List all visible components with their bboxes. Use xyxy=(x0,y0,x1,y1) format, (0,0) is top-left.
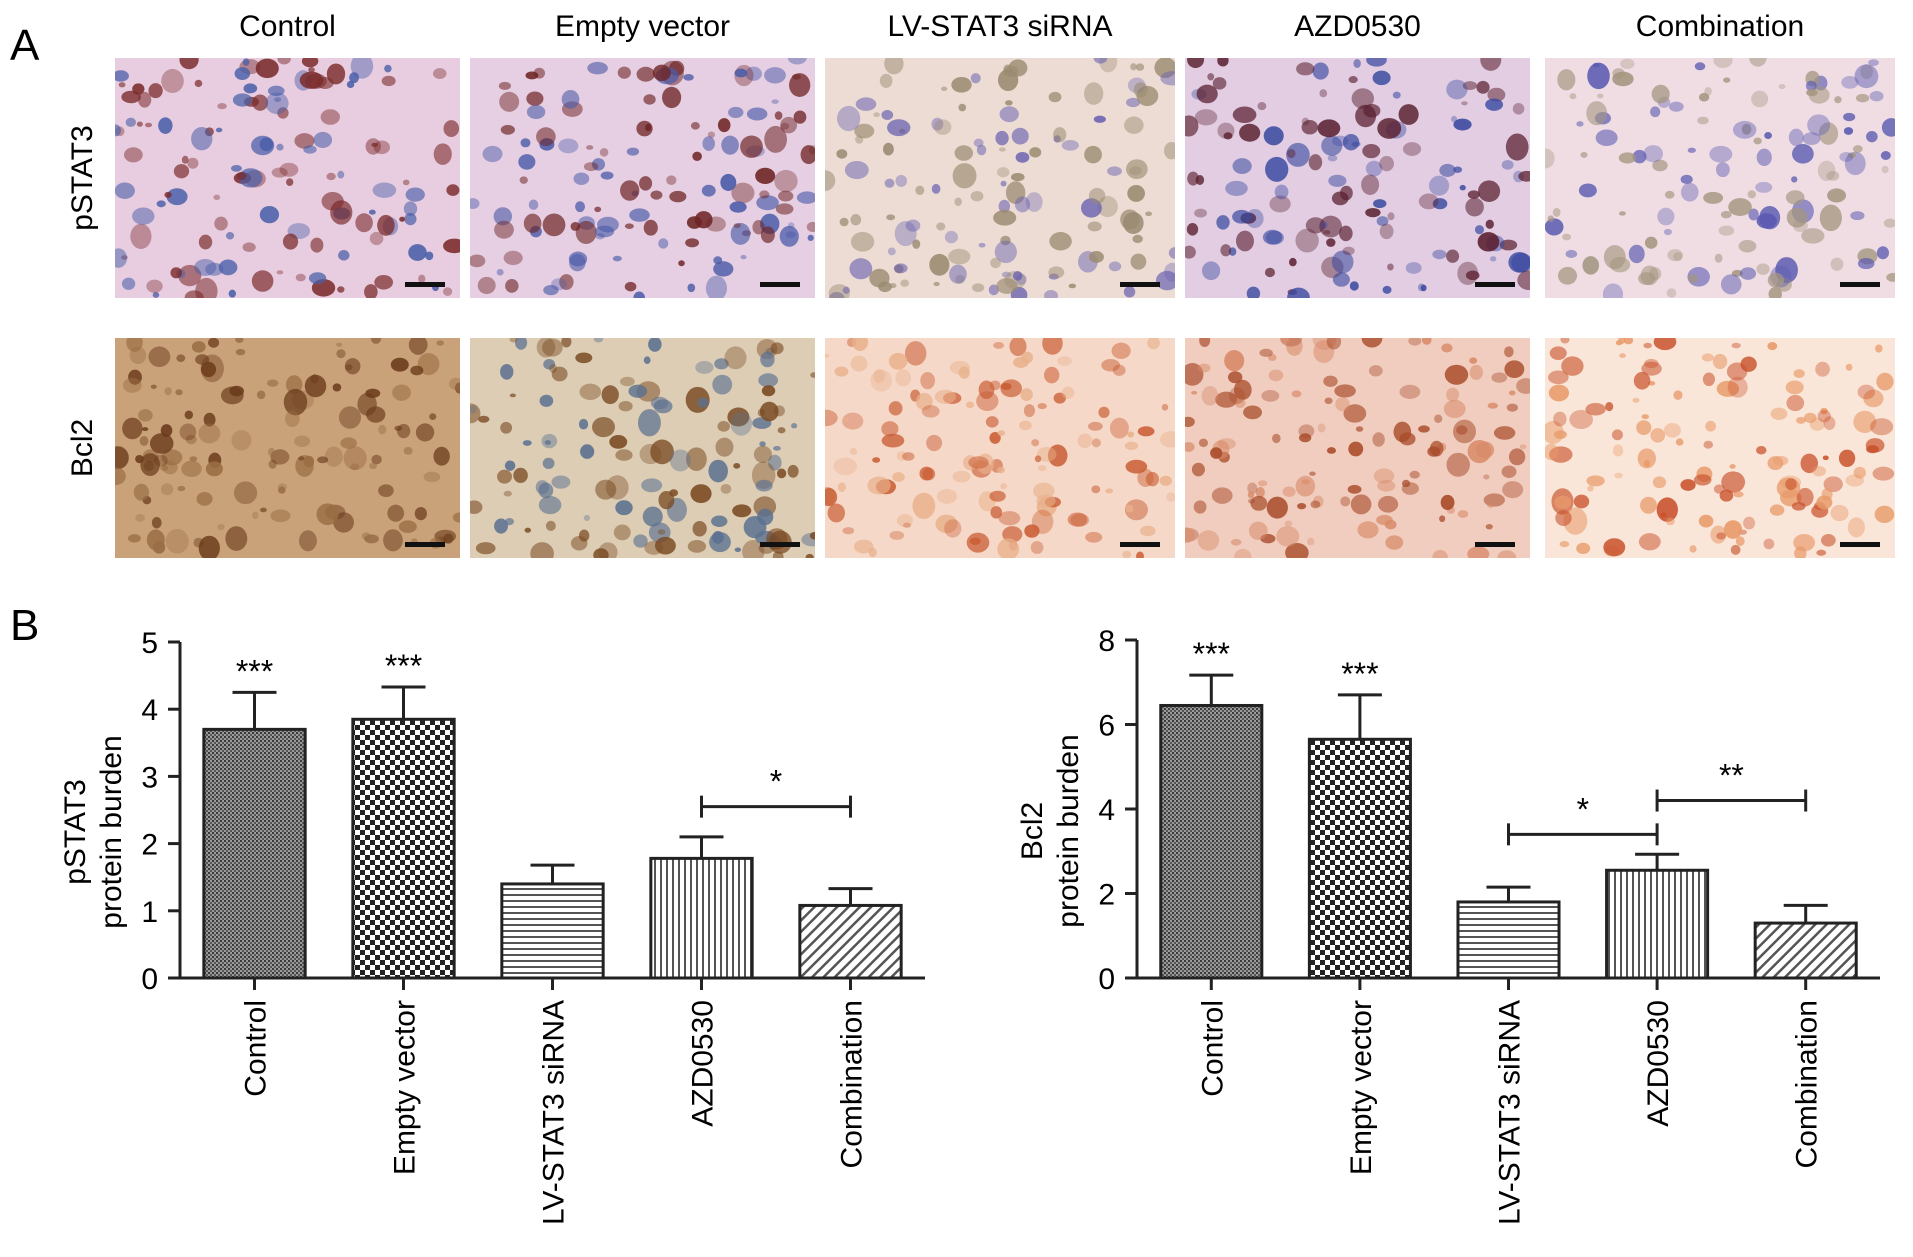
bar-control xyxy=(1161,705,1262,978)
significance-bracket: * xyxy=(1509,791,1658,845)
y-tick-label: 4 xyxy=(1098,794,1115,827)
scale-bar xyxy=(1475,542,1515,547)
column-header-lv-stat3-sirna: LV-STAT3 siRNA xyxy=(887,10,1112,43)
column-header-control: Control xyxy=(239,10,336,43)
significance-marker: *** xyxy=(1193,636,1230,672)
bar-combination xyxy=(1755,923,1856,978)
scale-bar xyxy=(760,542,800,547)
micrograph-pstat3-lv-stat3-sirna xyxy=(815,51,1183,303)
micrograph-pstat3-azd0530 xyxy=(1179,49,1540,307)
column-header-azd0530: AZD0530 xyxy=(1294,10,1421,43)
x-tick-label-combination: Combination xyxy=(836,1000,869,1168)
significance-bracket: * xyxy=(702,764,851,818)
scale-bar xyxy=(405,282,445,287)
significance-bracket: ** xyxy=(1657,758,1806,812)
y-axis-label: pSTAT3 xyxy=(59,779,92,885)
column-header-empty-vector: Empty vector xyxy=(555,10,730,43)
x-tick-label-azd0530: AZD0530 xyxy=(687,1000,720,1127)
bar-lv-stat3-sirna xyxy=(502,884,603,978)
scale-bar xyxy=(405,542,445,547)
micrograph-grid xyxy=(106,49,1901,566)
column-header-combination: Combination xyxy=(1636,10,1804,43)
scale-bar xyxy=(1475,282,1515,287)
y-tick-label: 6 xyxy=(1098,710,1115,743)
x-tick-label-lv-stat3-sirna: LV-STAT3 siRNA xyxy=(1494,1000,1527,1225)
pstat3-bar-chart: 0 1 2 3 4 5 pSTAT3 protein burden Control Empty v… xyxy=(59,627,925,1225)
row-header-pstat3: pSTAT3 xyxy=(66,125,99,231)
column-headers: Control Empty vector LV-STAT3 siRNA AZD0530… xyxy=(239,10,1804,43)
scale-bar xyxy=(760,282,800,287)
panel-b-label: B xyxy=(10,601,39,650)
y-tick-label: 3 xyxy=(141,761,158,794)
y-axis-label: Bcl2 xyxy=(1016,802,1049,860)
micrograph-bcl2-lv-stat3-sirna xyxy=(814,332,1181,561)
x-tick-label-azd0530: AZD0530 xyxy=(1642,1000,1675,1127)
y-tick-label: 2 xyxy=(141,829,158,862)
y-tick-label: 5 xyxy=(141,627,158,660)
significance-marker: *** xyxy=(385,648,422,684)
significance-marker: *** xyxy=(1341,656,1378,692)
bar-lv-stat3-sirna xyxy=(1458,902,1559,978)
scale-bar xyxy=(1840,282,1880,287)
scale-bar xyxy=(1840,542,1880,547)
x-tick-label-empty-vector: Empty vector xyxy=(389,1000,422,1175)
micrograph-pstat3-control xyxy=(110,51,466,305)
scale-bar xyxy=(1120,542,1160,547)
x-tick-label-empty-vector: Empty vector xyxy=(1345,1000,1378,1175)
bracket-label: ** xyxy=(1719,758,1744,794)
y-tick-label: 2 xyxy=(1098,879,1115,912)
x-tick-label-lv-stat3-sirna: LV-STAT3 siRNA xyxy=(538,1000,571,1225)
micrograph-pstat3-combination xyxy=(1536,50,1901,306)
x-tick-label-combination: Combination xyxy=(1791,1000,1824,1168)
row-header-bcl2: Bcl2 xyxy=(66,419,99,477)
micrograph-pstat3-empty-vector xyxy=(466,52,818,304)
micrograph-bcl2-empty-vector xyxy=(461,335,823,565)
panel-a-label: A xyxy=(10,21,40,70)
scale-bar xyxy=(1120,282,1160,287)
y-tick-label: 8 xyxy=(1098,625,1115,658)
x-tick-label-control: Control xyxy=(240,1000,273,1097)
row-headers: pSTAT3 Bcl2 xyxy=(66,125,99,477)
significance-marker: *** xyxy=(236,653,273,689)
bracket-label: * xyxy=(770,764,782,800)
bar-control xyxy=(204,729,305,978)
micrograph-bcl2-control xyxy=(106,333,467,560)
bar-azd0530 xyxy=(1607,870,1708,978)
bar-azd0530 xyxy=(651,858,752,978)
y-tick-label: 0 xyxy=(1098,963,1115,996)
bar-combination xyxy=(800,905,901,978)
bar-empty-vector xyxy=(1309,739,1410,978)
bcl2-bar-chart: 0 2 4 6 8 Bcl2 protein burden Control Empty vect… xyxy=(1016,625,1880,1225)
x-tick-label-control: Control xyxy=(1196,1000,1229,1097)
y-tick-label: 1 xyxy=(141,896,158,929)
bracket-label: * xyxy=(1577,791,1589,827)
y-axis-label: protein burden xyxy=(1052,734,1085,927)
micrograph-bcl2-azd0530 xyxy=(1176,327,1536,565)
y-tick-label: 4 xyxy=(141,694,158,727)
bar-empty-vector xyxy=(353,719,454,978)
micrograph-bcl2-combination xyxy=(1543,334,1895,561)
y-tick-label: 0 xyxy=(141,963,158,996)
y-axis-label: protein burden xyxy=(95,735,128,928)
